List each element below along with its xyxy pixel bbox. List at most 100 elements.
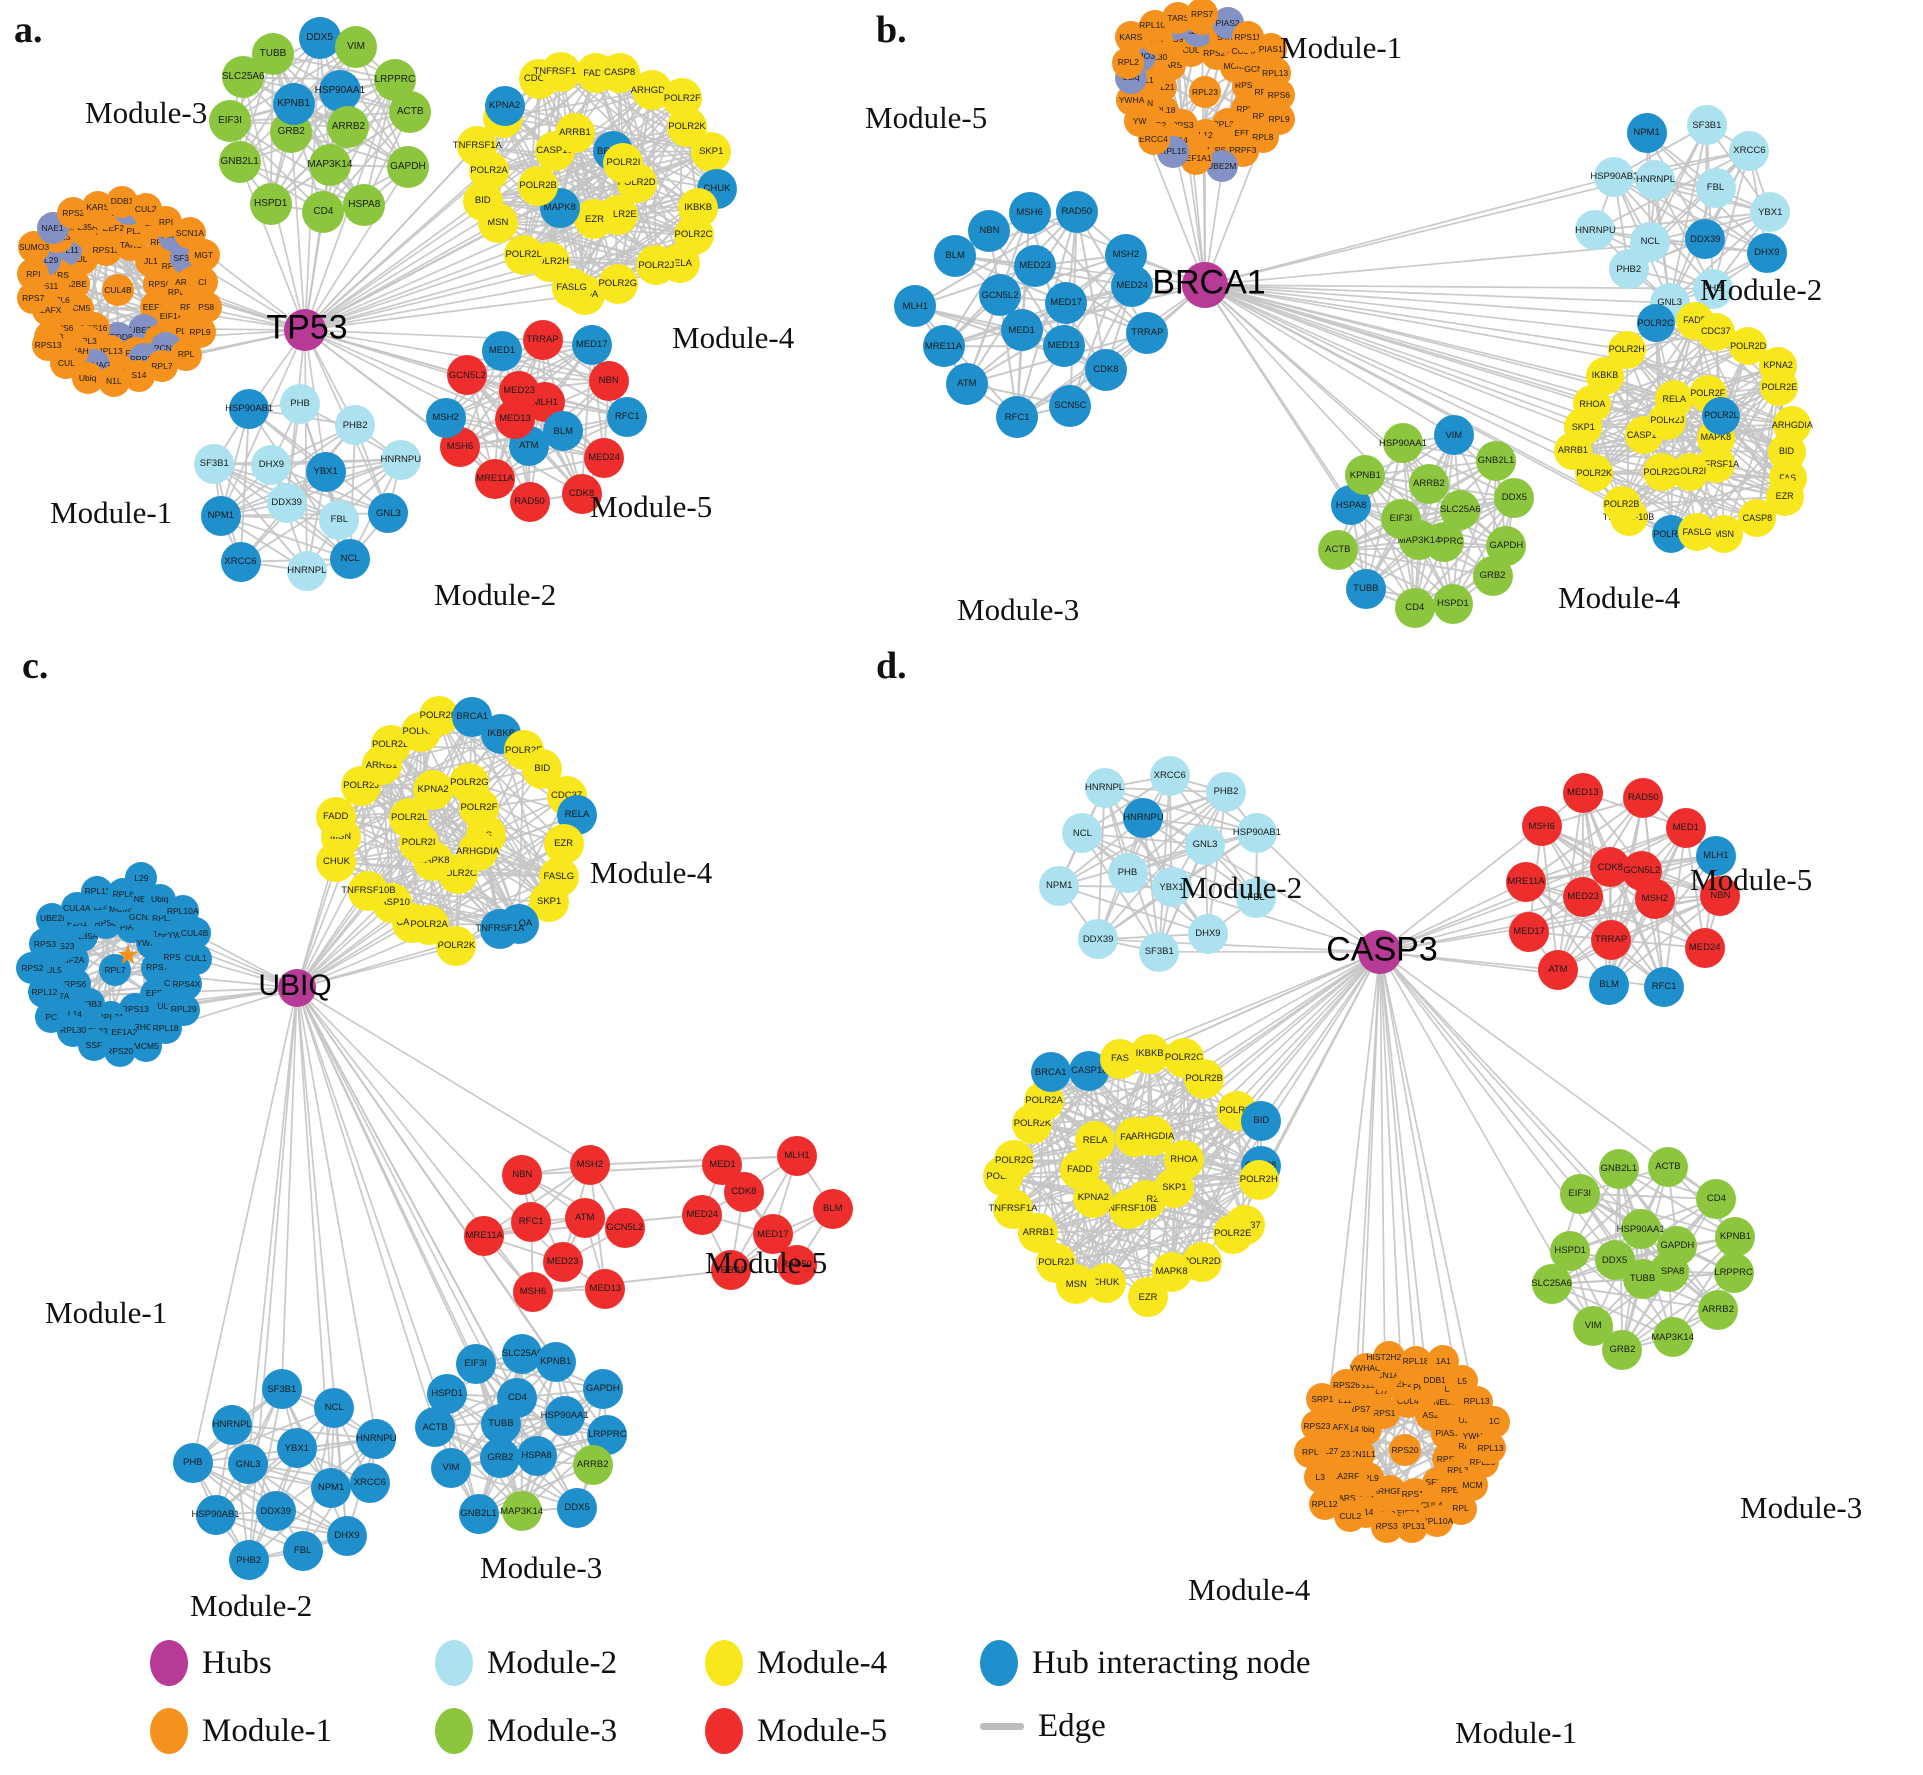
- module2-node[interactable]: HNRNPU: [1575, 210, 1616, 251]
- module4-node[interactable]: POLR2B: [1602, 485, 1641, 524]
- module5-node[interactable]: MSH2: [425, 397, 466, 438]
- module2-node[interactable]: DHX9: [1746, 232, 1787, 273]
- hub-node-tp53[interactable]: [284, 309, 326, 351]
- module5-node[interactable]: MRE11A: [464, 1215, 505, 1256]
- module4-node[interactable]: POLR2L: [1702, 396, 1741, 435]
- module5-node[interactable]: BLM: [1589, 965, 1630, 1006]
- module5-node[interactable]: MED17: [571, 324, 612, 365]
- module5-node[interactable]: MED23: [542, 1241, 583, 1282]
- module3-node[interactable]: GAPDH: [386, 146, 429, 189]
- module1-node[interactable]: RPS23: [1300, 1410, 1333, 1443]
- module2-node[interactable]: NPM1: [200, 495, 241, 536]
- module5-node[interactable]: MSH2: [1634, 878, 1675, 919]
- hub-node-brca1[interactable]: [1182, 262, 1228, 308]
- module3-node[interactable]: HSPD1: [249, 183, 292, 226]
- module1-node[interactable]: RPS13: [32, 329, 65, 362]
- module2-node[interactable]: HSP90AB1: [192, 1494, 240, 1535]
- module2-node[interactable]: NCL: [330, 539, 371, 579]
- module3-node[interactable]: KPNB1: [272, 82, 315, 125]
- module3-node[interactable]: HSPD1: [427, 1373, 468, 1414]
- module3-node[interactable]: CD4: [1394, 587, 1435, 628]
- module5-node[interactable]: MED24: [1684, 927, 1725, 968]
- module5-node[interactable]: TRRAP: [522, 319, 563, 360]
- module2-node[interactable]: NCL: [314, 1387, 355, 1428]
- module5-node[interactable]: MED24: [1111, 265, 1154, 308]
- module4-node[interactable]: SKP1: [1154, 1167, 1195, 1208]
- module2-node[interactable]: HSP90AB1: [1590, 156, 1638, 197]
- module2-node[interactable]: SF3B1: [1686, 105, 1727, 146]
- module4-node[interactable]: POLR2B: [518, 165, 559, 206]
- module2-node[interactable]: FBL: [1695, 168, 1736, 209]
- module2-node[interactable]: DHX9: [326, 1515, 367, 1556]
- module3-node[interactable]: GNB2L1: [1476, 440, 1517, 481]
- module3-node[interactable]: ACTB: [1317, 529, 1358, 570]
- module4-node[interactable]: TNFRSF10B: [1102, 1188, 1157, 1229]
- module2-node[interactable]: HSP90AB1: [225, 388, 273, 429]
- module5-node[interactable]: BLM: [543, 411, 584, 452]
- module3-node[interactable]: TUBB: [480, 1403, 521, 1444]
- module2-node[interactable]: XRCC6: [1149, 756, 1190, 797]
- module3-node[interactable]: HSPA8: [516, 1435, 557, 1476]
- module3-node[interactable]: TUBB: [1622, 1259, 1663, 1300]
- module5-node[interactable]: MLH1: [777, 1136, 818, 1177]
- module3-node[interactable]: LRPPRC: [1713, 1253, 1754, 1294]
- module4-node[interactable]: POLR2E: [1212, 1214, 1253, 1255]
- module2-node[interactable]: DDX39: [1078, 919, 1119, 960]
- module5-node[interactable]: MED24: [584, 437, 625, 478]
- module1-node[interactable]: RPS20: [1389, 1434, 1421, 1466]
- module3-node[interactable]: CD4: [302, 191, 345, 234]
- module5-node[interactable]: RAD50: [1623, 777, 1664, 818]
- module4-node[interactable]: POLR2G: [597, 263, 638, 304]
- module3-node[interactable]: EIF3I: [1380, 499, 1421, 540]
- module3-node[interactable]: KPNB1: [1345, 455, 1386, 496]
- module2-node[interactable]: NCL: [1062, 813, 1103, 854]
- module5-node[interactable]: MSH2: [569, 1144, 610, 1185]
- module3-node[interactable]: ARRB2: [1698, 1289, 1739, 1330]
- module3-node[interactable]: VIM: [335, 25, 378, 68]
- module2-node[interactable]: HNRNPL: [212, 1404, 253, 1445]
- module3-node[interactable]: GNB2L1: [218, 140, 261, 183]
- module2-node[interactable]: PHB2: [335, 405, 376, 446]
- module3-node[interactable]: HSP90AA1: [541, 1395, 589, 1436]
- module3-node[interactable]: ACTB: [389, 91, 432, 134]
- module1-node[interactable]: RPL12: [1308, 1488, 1341, 1521]
- module3-node[interactable]: GNB2L1: [458, 1493, 499, 1534]
- module2-node[interactable]: HSP90AB1: [1233, 812, 1281, 853]
- module4-node[interactable]: POLR2A: [409, 904, 450, 945]
- module5-node[interactable]: MED23: [1014, 245, 1057, 287]
- module5-node[interactable]: TRRAP: [1591, 919, 1632, 960]
- module2-node[interactable]: SF3B1: [1139, 931, 1180, 972]
- module2-node[interactable]: SF3B1: [261, 1369, 302, 1410]
- module2-node[interactable]: HNRNPU: [1123, 798, 1164, 839]
- module5-node[interactable]: MRE11A: [474, 459, 515, 500]
- module2-node[interactable]: PHB: [280, 383, 321, 424]
- module2-node[interactable]: GNL3: [368, 493, 409, 534]
- module2-node[interactable]: GNL3: [1185, 824, 1226, 865]
- module3-node[interactable]: HSP90AA1: [1617, 1209, 1665, 1250]
- module4-node[interactable]: POLR2J: [636, 245, 677, 286]
- module3-node[interactable]: ARRB2: [327, 106, 370, 149]
- module2-node[interactable]: HNRNPL: [286, 550, 327, 591]
- module2-node[interactable]: DDX39: [255, 1491, 296, 1532]
- module3-node[interactable]: ARRB2: [572, 1445, 613, 1486]
- module4-node[interactable]: POLR2H: [1238, 1160, 1279, 1200]
- module3-node[interactable]: KPNB1: [535, 1341, 576, 1382]
- module4-node[interactable]: BID: [1241, 1101, 1282, 1142]
- module3-node[interactable]: EIF3I: [209, 100, 252, 143]
- module4-node[interactable]: MSN: [1056, 1264, 1097, 1305]
- module3-node[interactable]: EIF3I: [455, 1343, 496, 1384]
- module4-node[interactable]: POLR2E: [1760, 368, 1799, 407]
- module5-node[interactable]: NBN: [968, 210, 1011, 253]
- module3-node[interactable]: GAPDH: [582, 1368, 623, 1409]
- module4-node[interactable]: POLR2I: [603, 142, 644, 183]
- module2-node[interactable]: PHB2: [228, 1540, 269, 1581]
- module3-node[interactable]: ACTB: [1647, 1146, 1688, 1187]
- module2-node[interactable]: DHX9: [251, 444, 292, 485]
- module4-node[interactable]: EZR: [574, 199, 615, 240]
- module5-node[interactable]: MED1: [482, 330, 523, 371]
- module2-node[interactable]: FBL: [319, 499, 360, 540]
- module2-node[interactable]: HNRNPL: [1084, 767, 1125, 808]
- module2-node[interactable]: XRCC6: [349, 1462, 390, 1503]
- module4-node[interactable]: TNFRSF10B: [341, 870, 396, 911]
- module3-node[interactable]: MAP3K14: [1651, 1317, 1694, 1358]
